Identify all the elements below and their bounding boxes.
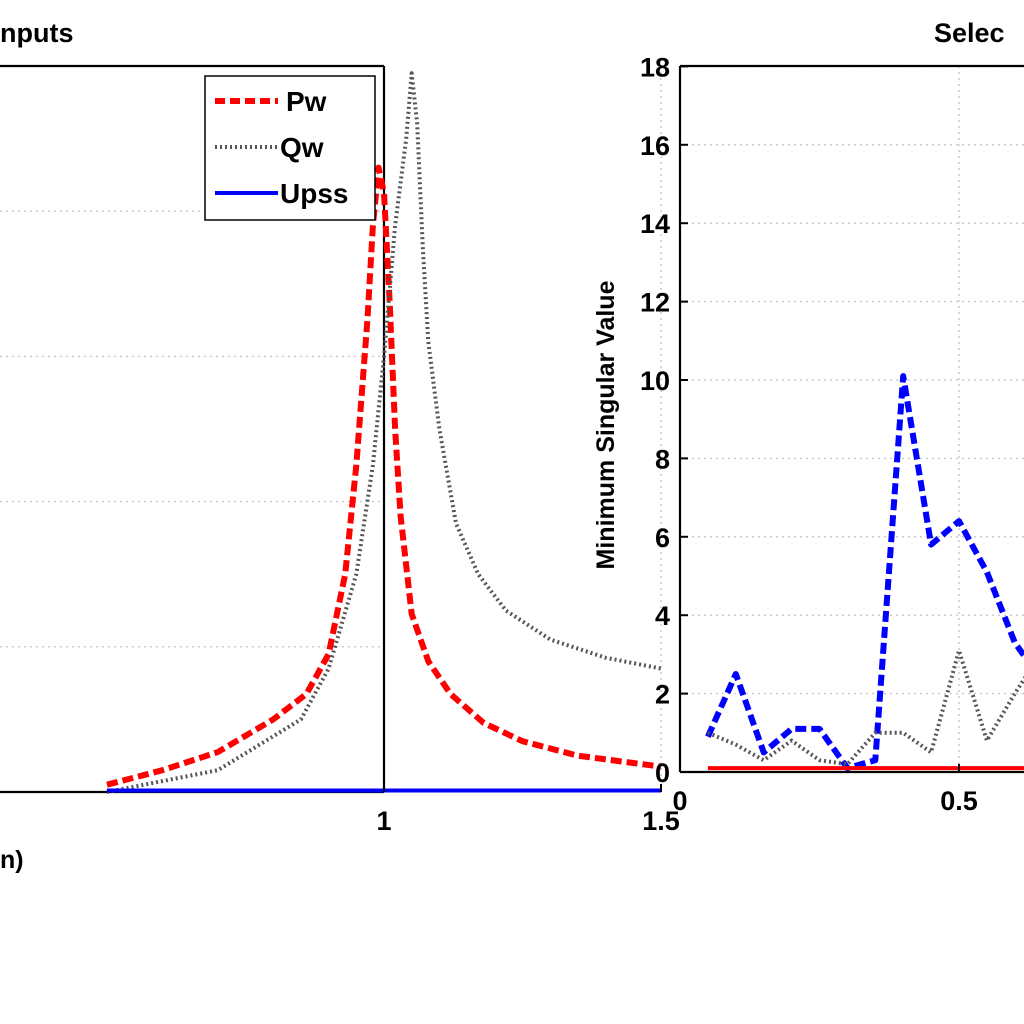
right-series-0-line (705, 373, 1024, 772)
right-chart: 0 0.5 0 2 4 6 8 10 12 14 16 18 Selec Minimum Singul… (592, 18, 1024, 816)
right-ytick-label-8: 16 (640, 131, 670, 161)
right-ytick-label-5: 10 (640, 366, 670, 396)
legend-label-qw: Qw (280, 132, 324, 163)
right-grid (680, 65, 1024, 772)
right-ytick-label-3: 6 (655, 523, 670, 553)
right-xtick-label-0: 0 (672, 786, 687, 816)
right-ytick-label-9: 18 (640, 52, 670, 82)
right-chart-title: Selec (934, 18, 1005, 48)
right-ytick-label-0: 0 (655, 758, 670, 788)
left-xtick-label-1: 1.5 (642, 806, 680, 836)
right-ytick-label-6: 12 (640, 288, 670, 318)
right-series-1-line (707, 648, 1024, 767)
right-ytick-label-4: 8 (655, 444, 670, 474)
right-xtick-label-1: 0.5 (940, 786, 978, 816)
left-series-pw-line (106, 164, 662, 788)
left-x-axis-label: n) (0, 846, 24, 874)
left-ticks: 1 1.5 (376, 784, 680, 836)
right-series (705, 373, 1024, 772)
right-ticks: 0 0.5 0 2 4 6 8 10 12 14 16 18 (640, 52, 978, 816)
left-xtick-label-0: 1 (376, 806, 391, 836)
left-series-qw-line (106, 71, 662, 794)
right-ytick-label-2: 4 (655, 601, 670, 631)
left-chart: 1 1.5 nputs n) Pw Qw Upss (0, 18, 680, 874)
left-legend: Pw Qw Upss (204, 75, 376, 221)
right-ytick-label-1: 2 (655, 680, 670, 710)
left-chart-title: nputs (0, 18, 74, 48)
right-y-axis-label: Minimum Singular Value (592, 280, 620, 569)
right-ytick-label-7: 14 (640, 209, 670, 239)
legend-label-upss: Upss (280, 178, 348, 209)
legend-label-pw: Pw (286, 86, 327, 117)
